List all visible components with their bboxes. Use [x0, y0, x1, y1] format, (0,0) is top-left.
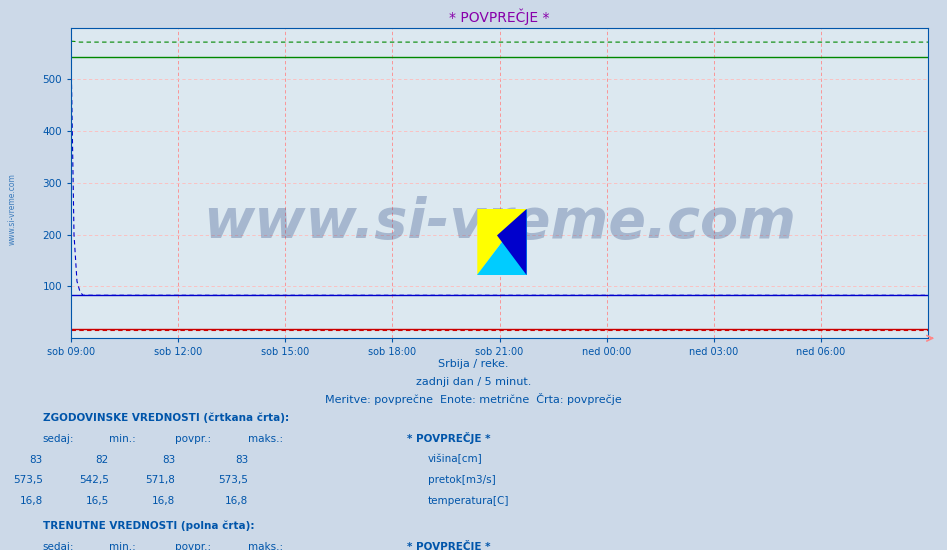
- Text: www.si-vreme.com: www.si-vreme.com: [203, 196, 796, 250]
- Text: 16,8: 16,8: [152, 496, 175, 507]
- Text: 542,5: 542,5: [79, 475, 109, 486]
- Text: višina[cm]: višina[cm]: [428, 454, 483, 465]
- Text: zadnji dan / 5 minut.: zadnji dan / 5 minut.: [416, 377, 531, 387]
- Text: * POVPREČJE *: * POVPREČJE *: [407, 540, 491, 550]
- Text: Srbija / reke.: Srbija / reke.: [438, 359, 509, 370]
- Text: 571,8: 571,8: [145, 475, 175, 486]
- Polygon shape: [497, 209, 527, 275]
- Text: 573,5: 573,5: [218, 475, 248, 486]
- Title: * POVPREČJE *: * POVPREČJE *: [449, 8, 550, 25]
- Text: 83: 83: [235, 454, 248, 465]
- Text: 573,5: 573,5: [12, 475, 43, 486]
- Text: maks.:: maks.:: [248, 433, 283, 444]
- Text: 16,8: 16,8: [224, 496, 248, 507]
- Text: * POVPREČJE *: * POVPREČJE *: [407, 432, 491, 444]
- Text: 16,5: 16,5: [85, 496, 109, 507]
- Text: sedaj:: sedaj:: [43, 542, 74, 550]
- Text: povpr.:: povpr.:: [175, 433, 211, 444]
- Text: 16,8: 16,8: [19, 496, 43, 507]
- Text: min.:: min.:: [109, 433, 135, 444]
- Text: sedaj:: sedaj:: [43, 433, 74, 444]
- Text: www.si-vreme.com: www.si-vreme.com: [8, 173, 17, 245]
- Text: Meritve: povprečne  Enote: metrične  Črta: povprečje: Meritve: povprečne Enote: metrične Črta:…: [325, 393, 622, 405]
- Text: 83: 83: [162, 454, 175, 465]
- Text: TRENUTNE VREDNOSTI (polna črta):: TRENUTNE VREDNOSTI (polna črta):: [43, 521, 254, 531]
- Text: ZGODOVINSKE VREDNOSTI (črtkana črta):: ZGODOVINSKE VREDNOSTI (črtkana črta):: [43, 412, 289, 423]
- Text: min.:: min.:: [109, 542, 135, 550]
- Polygon shape: [477, 209, 527, 275]
- Text: maks.:: maks.:: [248, 542, 283, 550]
- Text: pretok[m3/s]: pretok[m3/s]: [428, 475, 496, 486]
- Polygon shape: [477, 209, 527, 275]
- Text: 82: 82: [96, 454, 109, 465]
- Text: povpr.:: povpr.:: [175, 542, 211, 550]
- Text: temperatura[C]: temperatura[C]: [428, 496, 509, 507]
- Text: 83: 83: [29, 454, 43, 465]
